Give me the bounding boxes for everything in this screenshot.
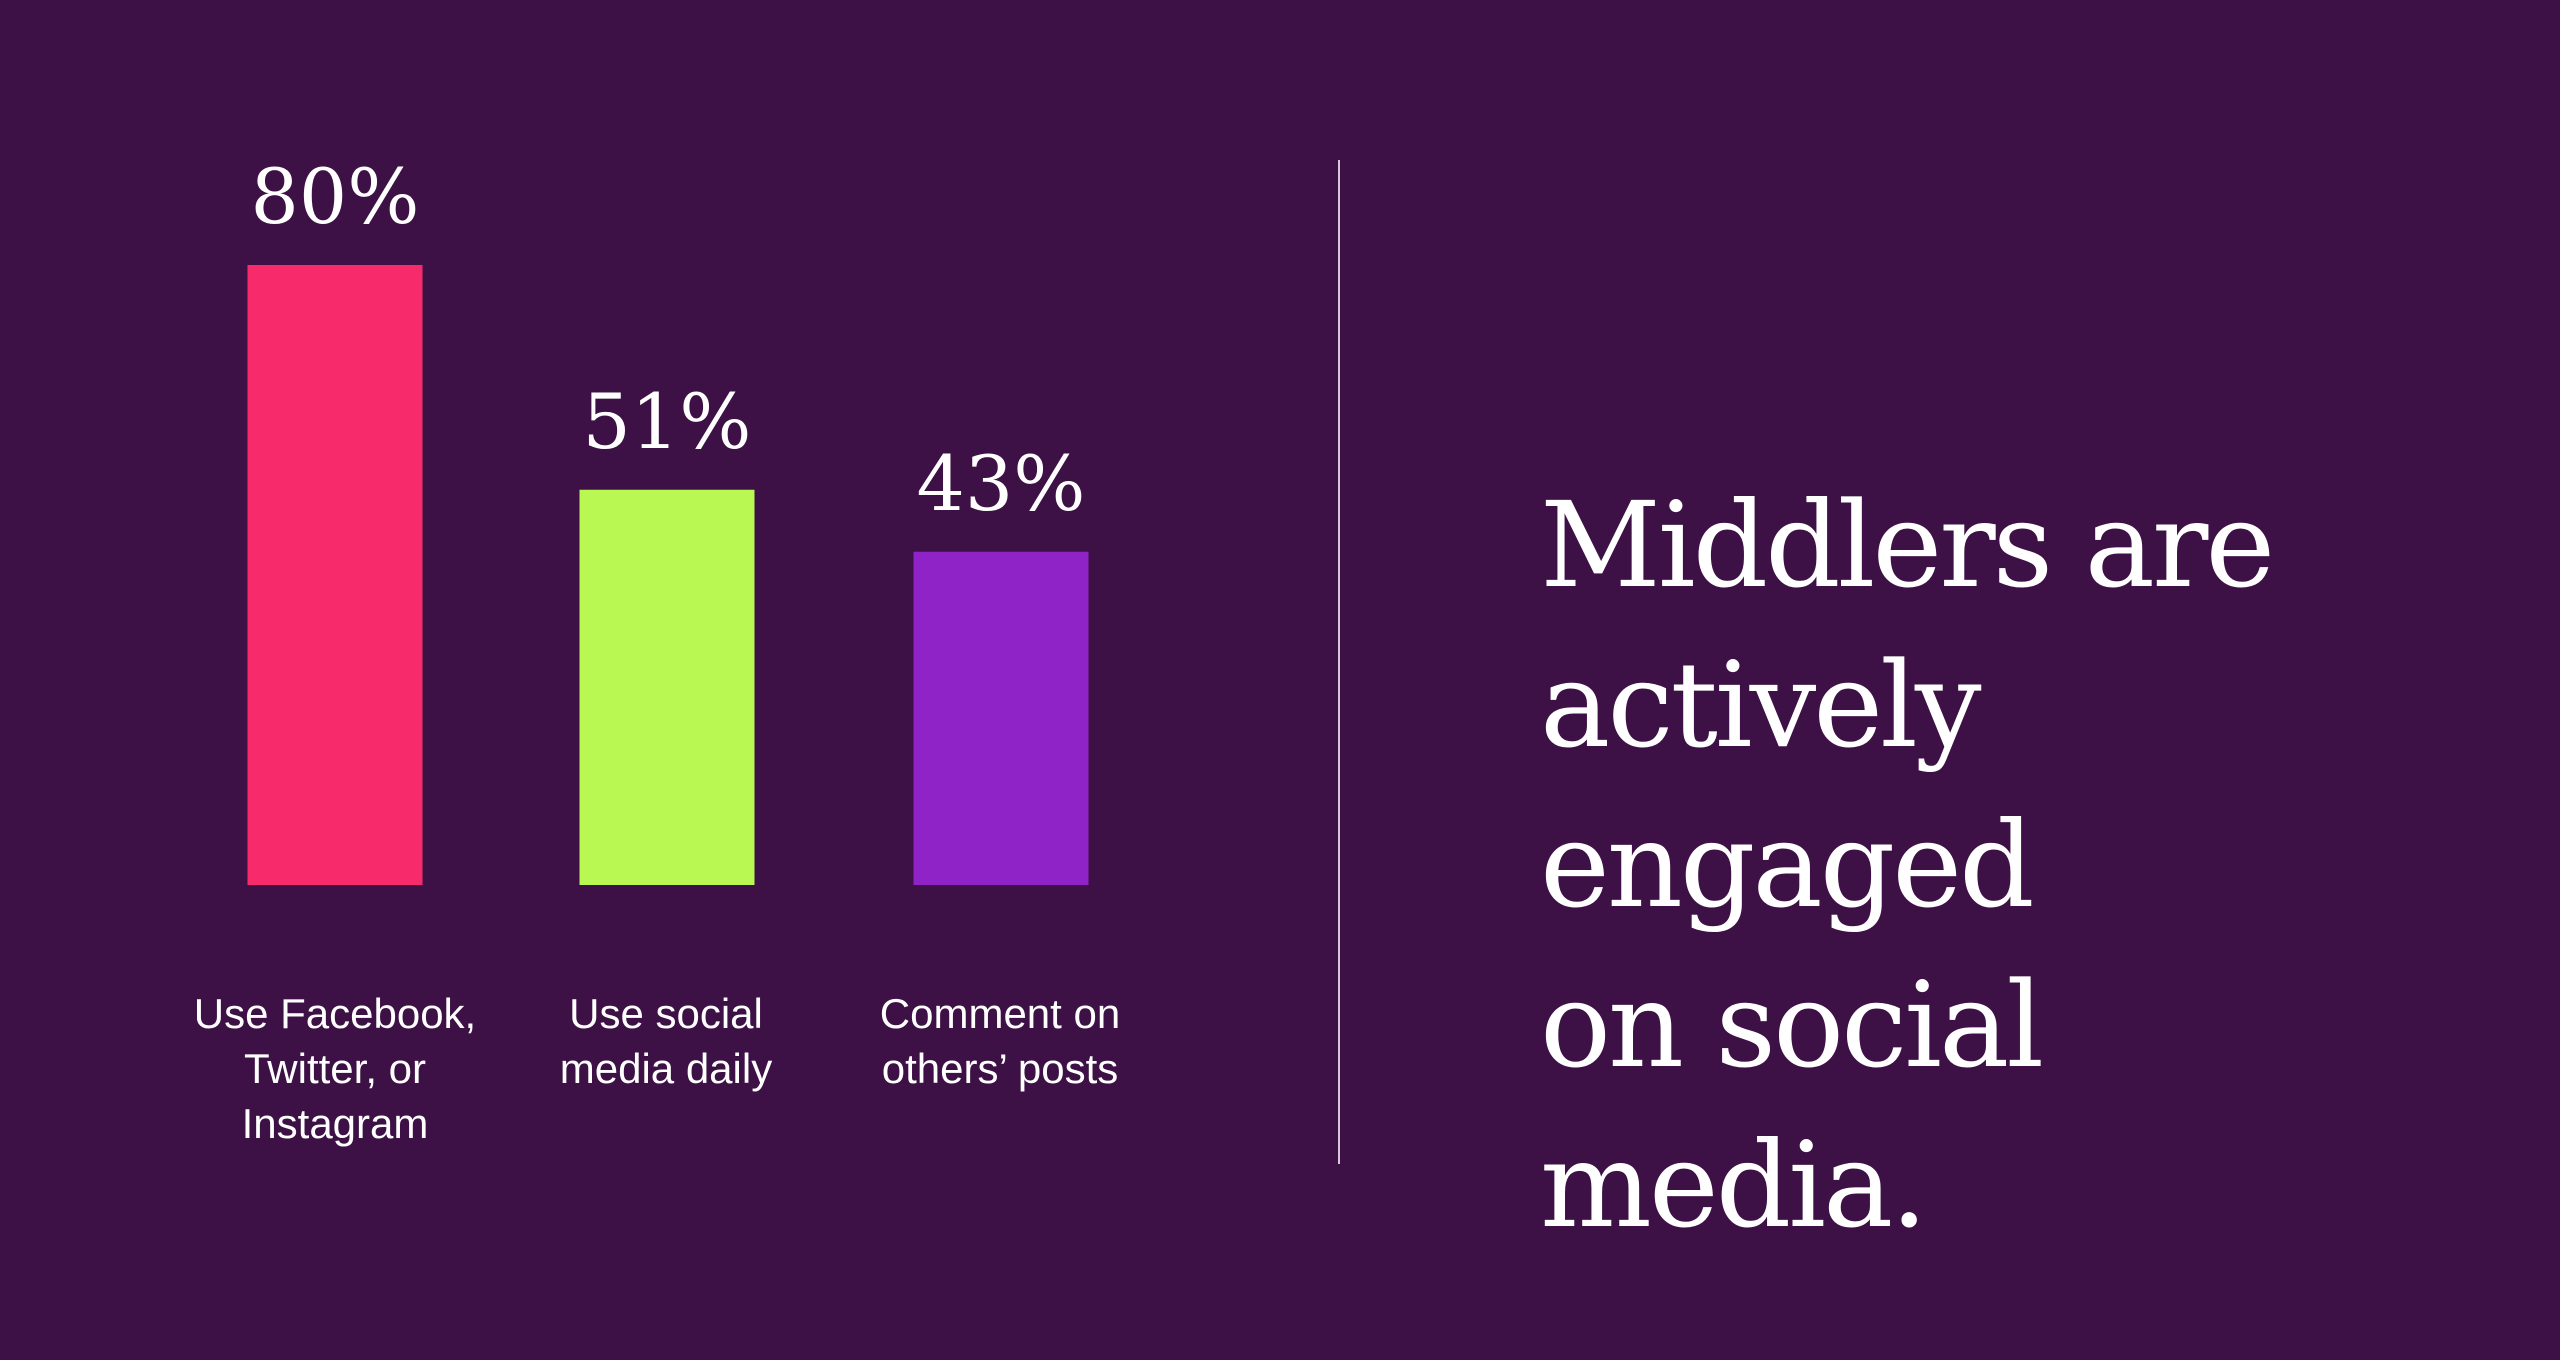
bar-social-media-daily bbox=[579, 489, 755, 885]
value-label-facebook-twitter-instagram: 80% bbox=[251, 152, 420, 241]
value-label-social-media-daily: 51% bbox=[583, 377, 752, 466]
category-label-social-media-daily: Use social media daily bbox=[559, 990, 773, 1092]
category-label-facebook-twitter-instagram: Use Facebook, Twitter, or Instagram bbox=[193, 990, 477, 1147]
bar-facebook-twitter-instagram bbox=[247, 265, 423, 885]
category-label-comment-on-posts: Comment on others’ posts bbox=[879, 990, 1121, 1092]
headline: Middlers are actively engaged on social … bbox=[1540, 476, 2275, 1254]
bar-comment-on-posts bbox=[913, 551, 1089, 885]
divider bbox=[1338, 160, 1340, 1164]
bar-chart: 80% 51% 43% bbox=[247, 152, 1089, 885]
value-label-comment-on-posts: 43% bbox=[917, 439, 1086, 528]
